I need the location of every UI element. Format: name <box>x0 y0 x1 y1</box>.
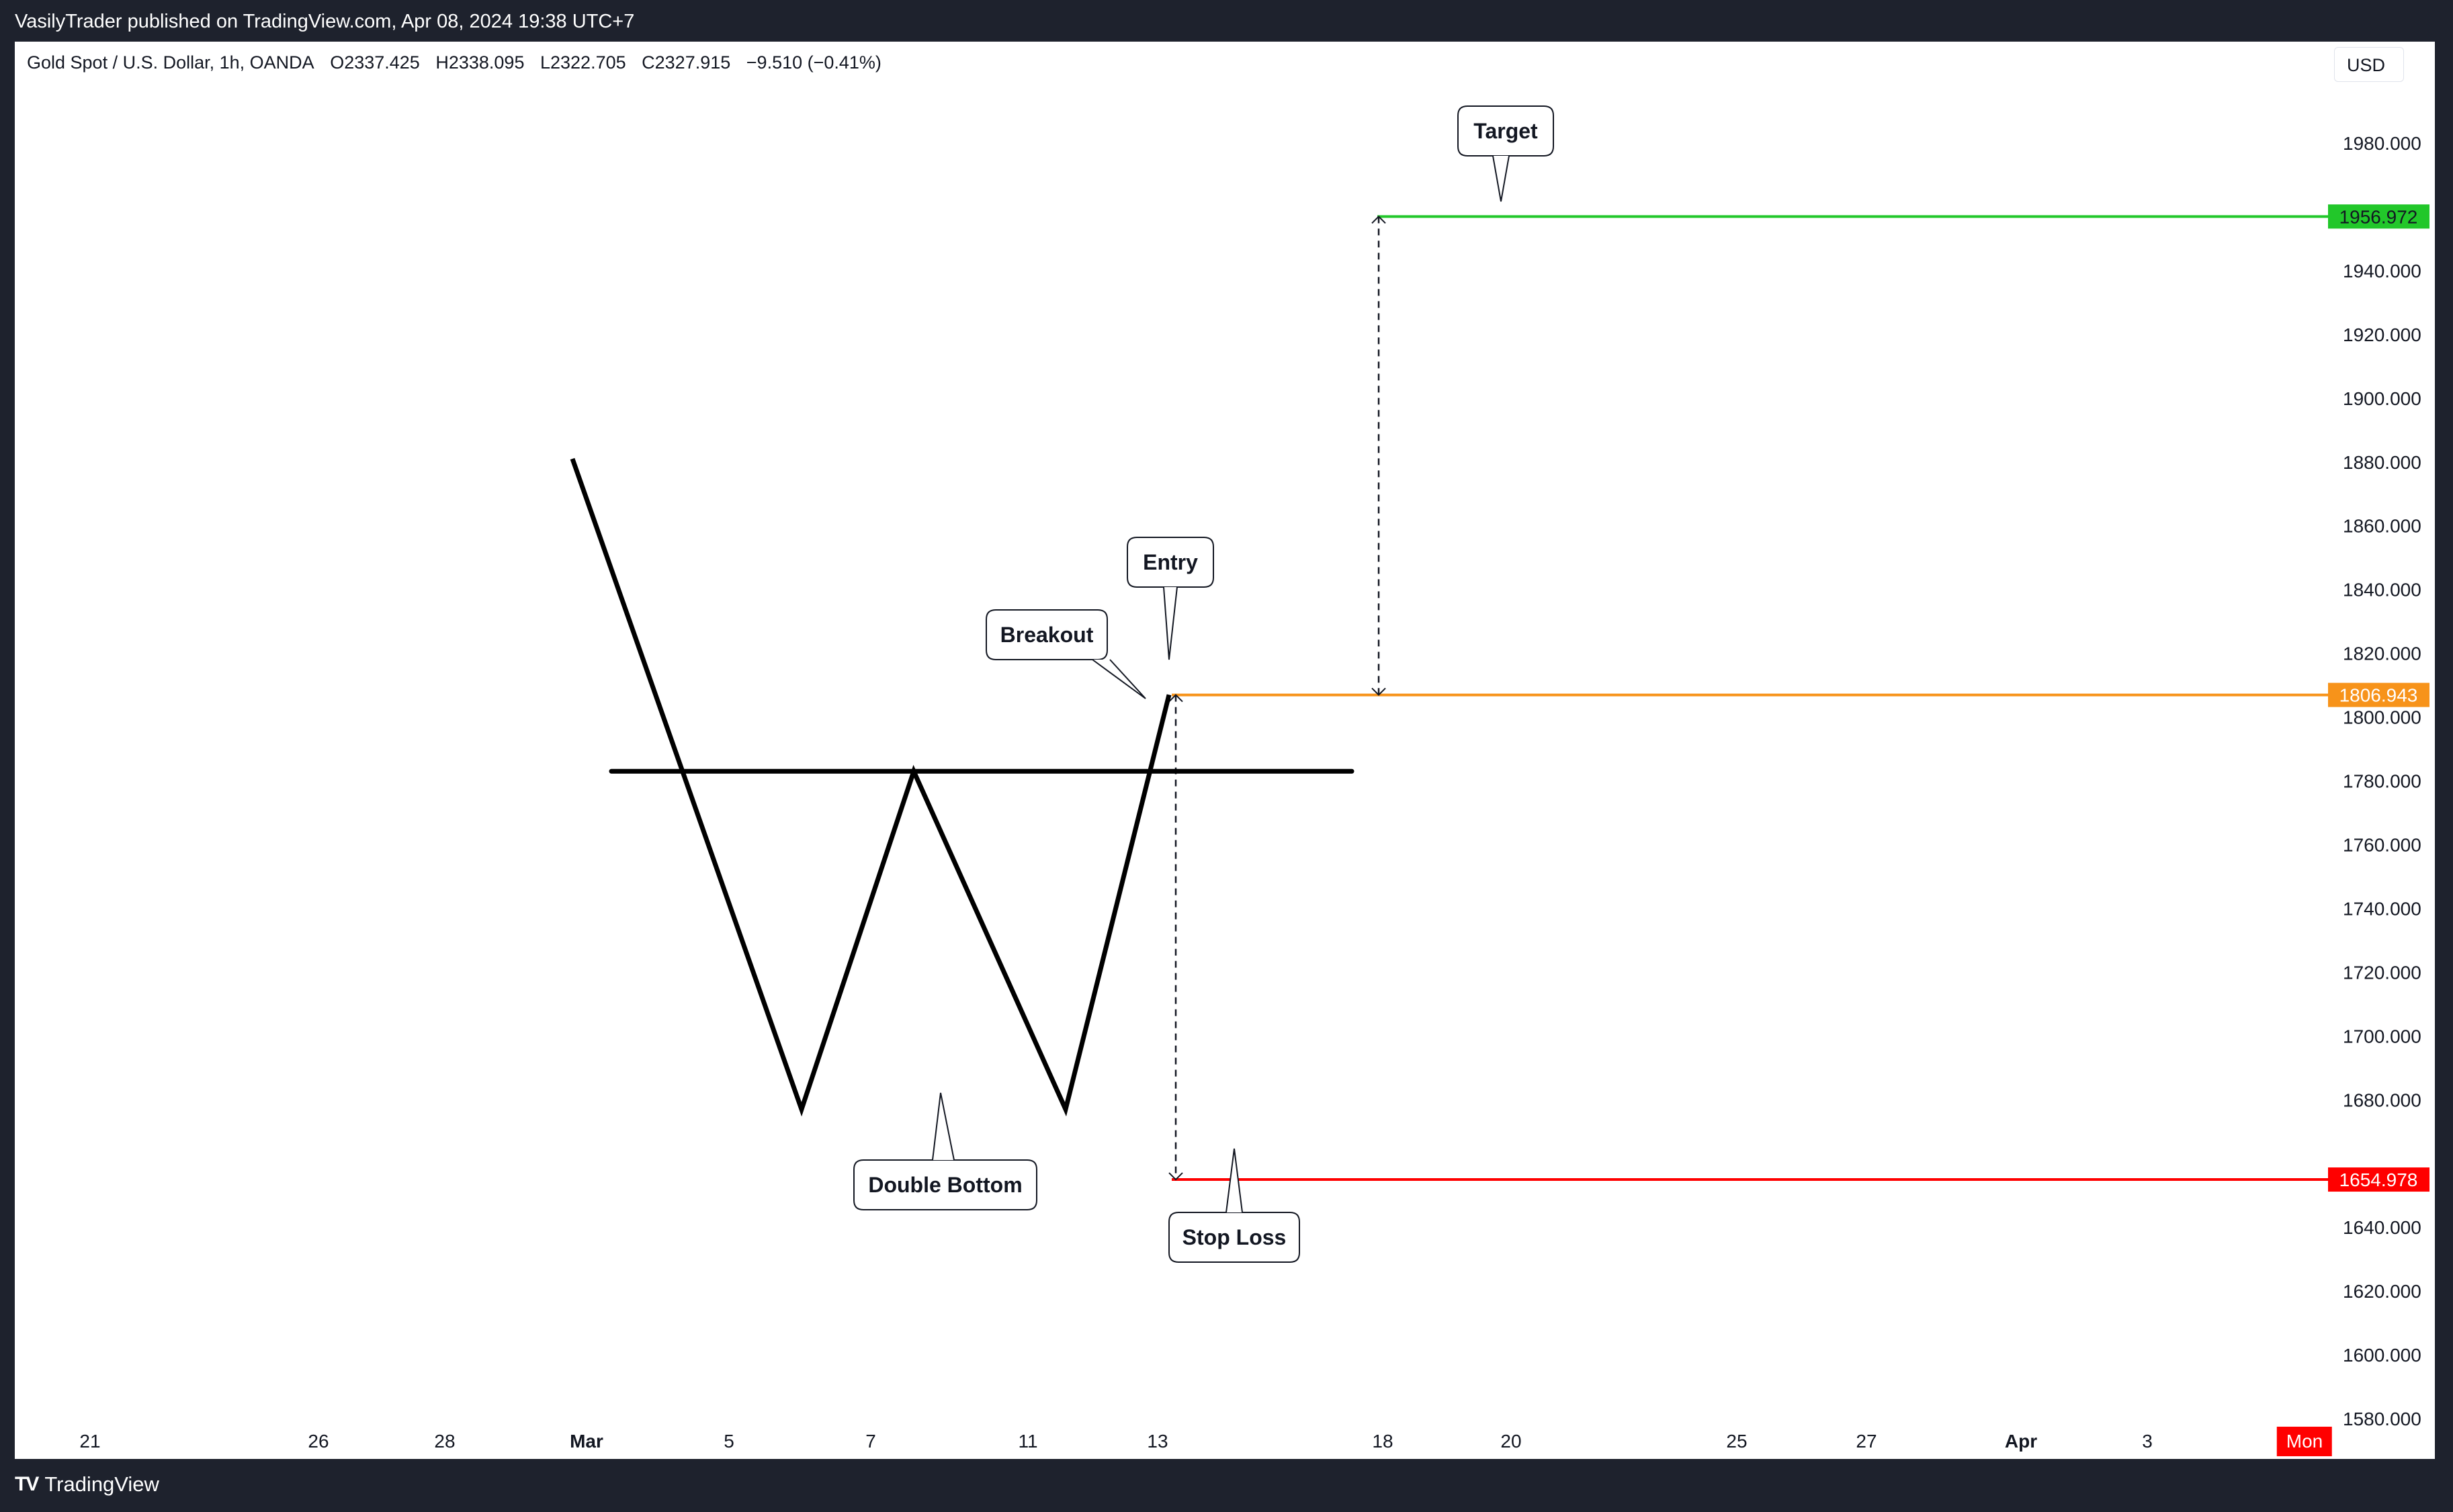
price-axis-label: 1760.000 <box>2343 834 2421 855</box>
time-axis-label: 26 <box>308 1431 329 1452</box>
publisher-line: VasilyTrader published on TradingView.co… <box>15 11 635 32</box>
price-axis-label: 1620.000 <box>2343 1281 2421 1302</box>
price-axis-label: 1900.000 <box>2343 388 2421 409</box>
price-tag-label: 1806.943 <box>2339 685 2418 706</box>
price-tag-label: 1956.972 <box>2339 206 2418 227</box>
callout-label: Double Bottom <box>868 1173 1022 1197</box>
price-axis-label: 1580.000 <box>2343 1409 2421 1429</box>
price-axis-label: 1720.000 <box>2343 962 2421 983</box>
tradingview-logo-icon: TV <box>15 1473 39 1495</box>
callout-target[interactable]: Target <box>1457 105 1554 202</box>
callout-label: Stop Loss <box>1182 1225 1287 1249</box>
chart-svg[interactable]: Target Entry Breakout Double Bottom Stop Los… <box>15 42 2435 1459</box>
callout-double-bottom[interactable]: Double Bottom <box>853 1092 1037 1210</box>
price-axis-label: 1640.000 <box>2343 1217 2421 1238</box>
callout-tail <box>1225 1148 1243 1213</box>
time-axis-label: 3 <box>2142 1431 2153 1452</box>
price-axis-label: 1860.000 <box>2343 516 2421 537</box>
callout-breakout[interactable]: Breakout <box>986 609 1146 699</box>
callout-tail <box>1163 586 1178 660</box>
price-axis-label: 1800.000 <box>2343 707 2421 728</box>
arrowhead-icon <box>1168 694 1183 703</box>
callout-tail <box>1092 659 1146 699</box>
footer-bar: TV TradingView <box>0 1459 2453 1512</box>
time-axis-label: 5 <box>724 1431 734 1452</box>
time-axis-label: Apr <box>2004 1431 2038 1452</box>
price-axis-label: 1920.000 <box>2343 324 2421 345</box>
price-tag-stop-loss <box>2328 1167 2429 1192</box>
symbol-legend[interactable]: Gold Spot / U.S. Dollar, 1h, OANDA O2337… <box>27 52 892 73</box>
time-axis-label: 21 <box>79 1431 101 1452</box>
callout-label: Entry <box>1143 550 1198 574</box>
callout-stop-loss[interactable]: Stop Loss <box>1168 1148 1300 1263</box>
callout-label: Target <box>1473 119 1538 143</box>
time-axis-label: 13 <box>1147 1431 1168 1452</box>
arrowhead-icon <box>1168 1172 1183 1181</box>
price-axis-label: 1940.000 <box>2343 261 2421 281</box>
price-axis-label: 1840.000 <box>2343 580 2421 601</box>
price-axis-label: 1880.000 <box>2343 452 2421 473</box>
time-axis-label: 7 <box>865 1431 876 1452</box>
tradingview-brand[interactable]: TV TradingView <box>15 1472 159 1497</box>
time-axis-label: Mon <box>2276 1427 2333 1456</box>
price-axis-label: 1780.000 <box>2343 771 2421 792</box>
price-tag-entry <box>2328 682 2429 707</box>
arrowhead-icon <box>1371 687 1386 697</box>
time-axis-label: Mar <box>570 1431 603 1452</box>
price-axis-label: 1980.000 <box>2343 133 2421 154</box>
time-axis[interactable]: 21 26 28 Mar 5 7 11 13 18 20 25 27 Apr 3 Mon <box>15 1427 2435 1458</box>
ohlc-high: H2338.095 <box>435 52 525 73</box>
price-axis-label: 1600.000 <box>2343 1345 2421 1366</box>
callout-box <box>853 1159 1037 1210</box>
time-axis-label: 27 <box>1856 1431 1877 1452</box>
callout-box <box>1168 1212 1300 1263</box>
ohlc-open: O2337.425 <box>330 52 420 73</box>
publish-bar: VasilyTrader published on TradingView.co… <box>0 0 2453 42</box>
time-axis-label: 28 <box>434 1431 456 1452</box>
price-tag-label: 1654.978 <box>2339 1169 2418 1190</box>
currency-button[interactable]: USD <box>2334 47 2404 82</box>
ohlc-low: L2322.705 <box>540 52 626 73</box>
price-axis-label: 1820.000 <box>2343 643 2421 664</box>
chart-area[interactable]: Gold Spot / U.S. Dollar, 1h, OANDA O2337… <box>15 42 2435 1459</box>
price-tag-target <box>2328 204 2429 229</box>
time-axis-label: 20 <box>1500 1431 1522 1452</box>
callout-label: Breakout <box>1000 623 1094 647</box>
callout-tail <box>1492 155 1510 202</box>
ohlc-close: C2327.915 <box>642 52 731 73</box>
callout-entry[interactable]: Entry <box>1127 537 1214 660</box>
tradingview-name: TradingView <box>44 1472 159 1496</box>
time-axis-label: 25 <box>1726 1431 1748 1452</box>
symbol-name[interactable]: Gold Spot / U.S. Dollar, 1h, OANDA <box>27 52 314 73</box>
callout-tail <box>932 1092 955 1161</box>
arrowhead-icon <box>1371 215 1386 224</box>
callout-box <box>1127 537 1214 588</box>
price-axis-label: 1740.000 <box>2343 898 2421 919</box>
price-axis-label: 1680.000 <box>2343 1089 2421 1110</box>
price-axis-label: 1700.000 <box>2343 1026 2421 1047</box>
time-axis-label: 11 <box>1018 1431 1038 1452</box>
time-axis-label: 18 <box>1372 1431 1393 1452</box>
double-bottom-pattern-line <box>570 457 1172 1117</box>
ohlc-change: −9.510 (−0.41%) <box>746 52 881 73</box>
callout-box <box>1457 105 1554 157</box>
